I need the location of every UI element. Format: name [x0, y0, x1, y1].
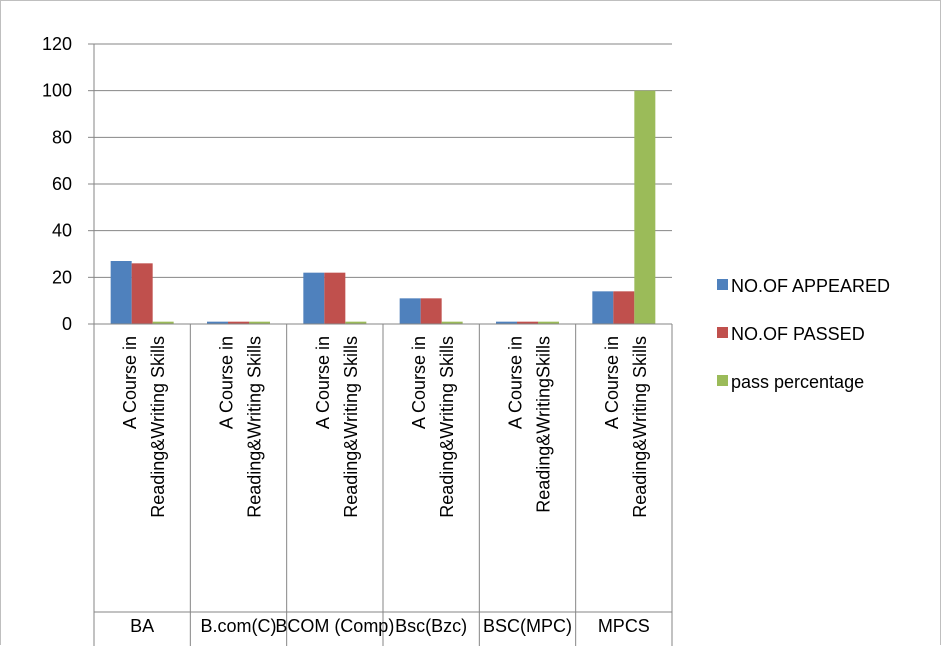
bar [345, 321, 367, 324]
bar-series [110, 90, 656, 325]
legend-label: NO.OF APPEARED [731, 276, 890, 296]
group-label: BA [130, 616, 154, 636]
group-label: BSC(MPC) [483, 616, 572, 636]
group-label: B.com(C) [201, 616, 277, 636]
legend-swatch [717, 375, 728, 386]
gridlines [88, 43, 672, 325]
category-label: A Course in Reading&Writing Skills [313, 336, 361, 518]
bar [399, 298, 421, 324]
y-tick-label: 120 [42, 34, 72, 54]
bar [303, 272, 325, 324]
bar [324, 272, 346, 324]
category-labels: A Course in Reading&Writing Skills A Cours… [120, 336, 650, 518]
y-tick-label: 80 [52, 127, 72, 147]
category-label: A Course in Reading&WritingSkills [506, 336, 554, 513]
y-axis-ticks: 0 20 40 60 80 100 120 [42, 34, 72, 334]
legend: NO.OF APPEARED NO.OF PASSED pass percentag… [717, 276, 890, 392]
category-label: A Course in Reading&Writing Skills [120, 336, 168, 518]
category-label: A Course in Reading&Writing Skills [409, 336, 457, 518]
group-label: BCOM (Comp) [275, 616, 394, 636]
bar [517, 321, 538, 324]
bar [420, 298, 442, 324]
y-tick-label: 0 [62, 314, 72, 334]
category-label: A Course in Reading&Writing Skills [602, 336, 650, 518]
y-tick-label: 100 [42, 81, 72, 101]
y-tick-label: 20 [52, 267, 72, 287]
bar [152, 321, 174, 324]
group-label: Bsc(Bzc) [395, 616, 467, 636]
bar [110, 261, 132, 324]
bar [131, 263, 153, 324]
bar [249, 321, 270, 324]
category-label: A Course in Reading&Writing Skills [217, 336, 265, 518]
legend-label: NO.OF PASSED [731, 324, 865, 344]
bar [613, 291, 635, 324]
axes [93, 44, 673, 646]
bar [538, 321, 559, 324]
y-tick-label: 40 [52, 221, 72, 241]
bar [592, 291, 614, 324]
legend-swatch [717, 327, 728, 338]
bar [228, 321, 249, 324]
bar [634, 90, 656, 325]
group-labels: BA B.com(C)BCOM (Comp) Bsc(Bzc) BSC(MPC) MPC… [130, 616, 650, 636]
y-tick-label: 60 [52, 174, 72, 194]
group-label: MPCS [598, 616, 650, 636]
legend-label: pass percentage [731, 372, 864, 392]
legend-swatch [717, 279, 728, 290]
bar [207, 321, 228, 324]
bar [441, 321, 463, 324]
bar [496, 321, 517, 324]
